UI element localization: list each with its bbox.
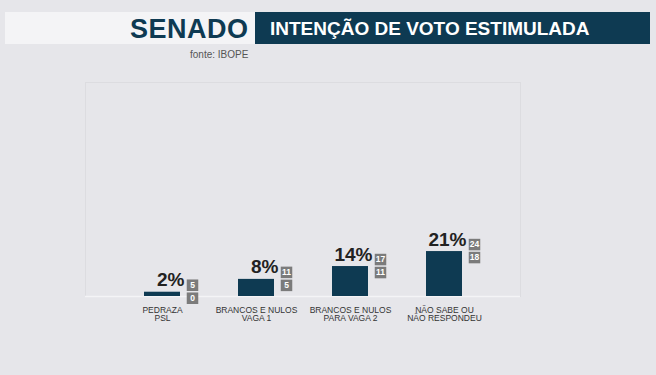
svg-text:11: 11 xyxy=(282,267,291,277)
html-text:SENADO: SENADO xyxy=(130,14,249,44)
svg-text:18: 18 xyxy=(470,252,480,262)
html-text:fonte: IBOPE: fonte: IBOPE xyxy=(190,49,249,60)
svg-text:17: 17 xyxy=(376,254,386,264)
svg-text:BRANCOS E NULOSVAGA 1: BRANCOS E NULOSVAGA 1 xyxy=(216,305,298,324)
svg-text:BRANCOS E NULOSPARA VAGA 2: BRANCOS E NULOSPARA VAGA 2 xyxy=(310,305,392,324)
svg-text:8%: 8% xyxy=(251,256,279,277)
svg-text:2%: 2% xyxy=(157,269,185,290)
svg-text:PEDRAZAPSL: PEDRAZAPSL xyxy=(142,305,182,324)
svg-text:14%: 14% xyxy=(334,244,372,265)
svg-text:11: 11 xyxy=(376,267,385,277)
svg-text:NÃO SABE OUNÃO RESPONDEU: NÃO SABE OUNÃO RESPONDEU xyxy=(407,305,482,324)
svg-text:5: 5 xyxy=(190,280,195,290)
svg-text:21%: 21% xyxy=(428,229,466,250)
html-text:INTENÇÃO DE VOTO ESTIMULADA: INTENÇÃO DE VOTO ESTIMULADA xyxy=(270,18,590,39)
svg-text:5: 5 xyxy=(284,280,289,290)
svg-text:0: 0 xyxy=(190,293,195,303)
svg-text:24: 24 xyxy=(470,239,480,249)
